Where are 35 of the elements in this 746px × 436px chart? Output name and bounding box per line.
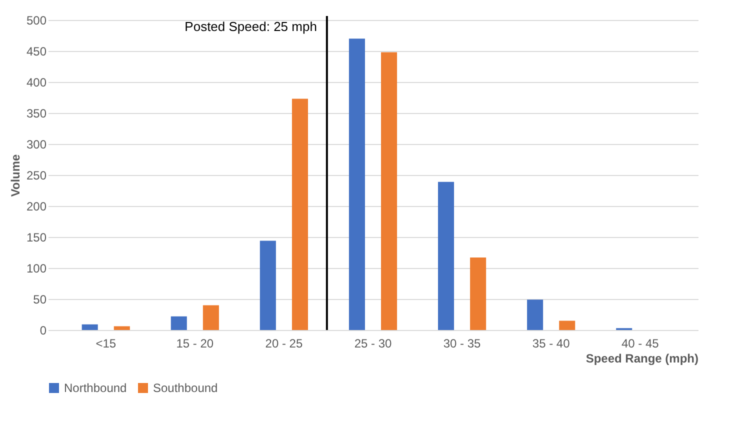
y-tick-label: 450 bbox=[26, 44, 47, 58]
y-tick-label: 500 bbox=[26, 14, 47, 28]
bar bbox=[292, 98, 308, 330]
x-tick-label: 20 - 25 bbox=[265, 336, 303, 350]
y-axis-title: Volume bbox=[8, 154, 22, 197]
x-tick-label: 30 - 35 bbox=[443, 336, 482, 350]
bar bbox=[381, 52, 398, 330]
y-tick-label: 200 bbox=[26, 200, 47, 214]
bar bbox=[559, 320, 576, 330]
bar bbox=[470, 257, 486, 330]
x-tick-label: 15 - 20 bbox=[176, 336, 214, 350]
bar bbox=[170, 316, 187, 330]
bar bbox=[527, 300, 544, 330]
y-tick-label: 100 bbox=[26, 262, 47, 276]
y-tick-label: 0 bbox=[40, 324, 47, 338]
x-tick-label: 25 - 30 bbox=[354, 336, 392, 350]
bar bbox=[114, 326, 130, 330]
y-tick-label: 350 bbox=[26, 106, 47, 120]
y-tick-label: 150 bbox=[26, 230, 47, 244]
legend-label: Southbound bbox=[153, 381, 218, 395]
x-tick-label: 40 - 45 bbox=[621, 336, 660, 350]
bar bbox=[348, 38, 365, 330]
y-tick-label: 250 bbox=[26, 168, 47, 182]
bar bbox=[260, 240, 276, 330]
y-tick-label: 300 bbox=[26, 138, 47, 152]
x-axis-title: Speed Range (mph) bbox=[586, 352, 698, 366]
bar bbox=[82, 324, 98, 330]
bar bbox=[202, 305, 219, 330]
bar bbox=[438, 182, 454, 330]
y-tick-label: 400 bbox=[26, 76, 47, 90]
x-tick-label: 35 - 40 bbox=[532, 336, 570, 350]
legend-label: Northbound bbox=[64, 381, 127, 395]
x-tick-label: <15 bbox=[96, 336, 116, 350]
ref-line-label: Posted Speed: 25 mph bbox=[184, 19, 317, 34]
y-tick-label: 50 bbox=[33, 292, 47, 306]
